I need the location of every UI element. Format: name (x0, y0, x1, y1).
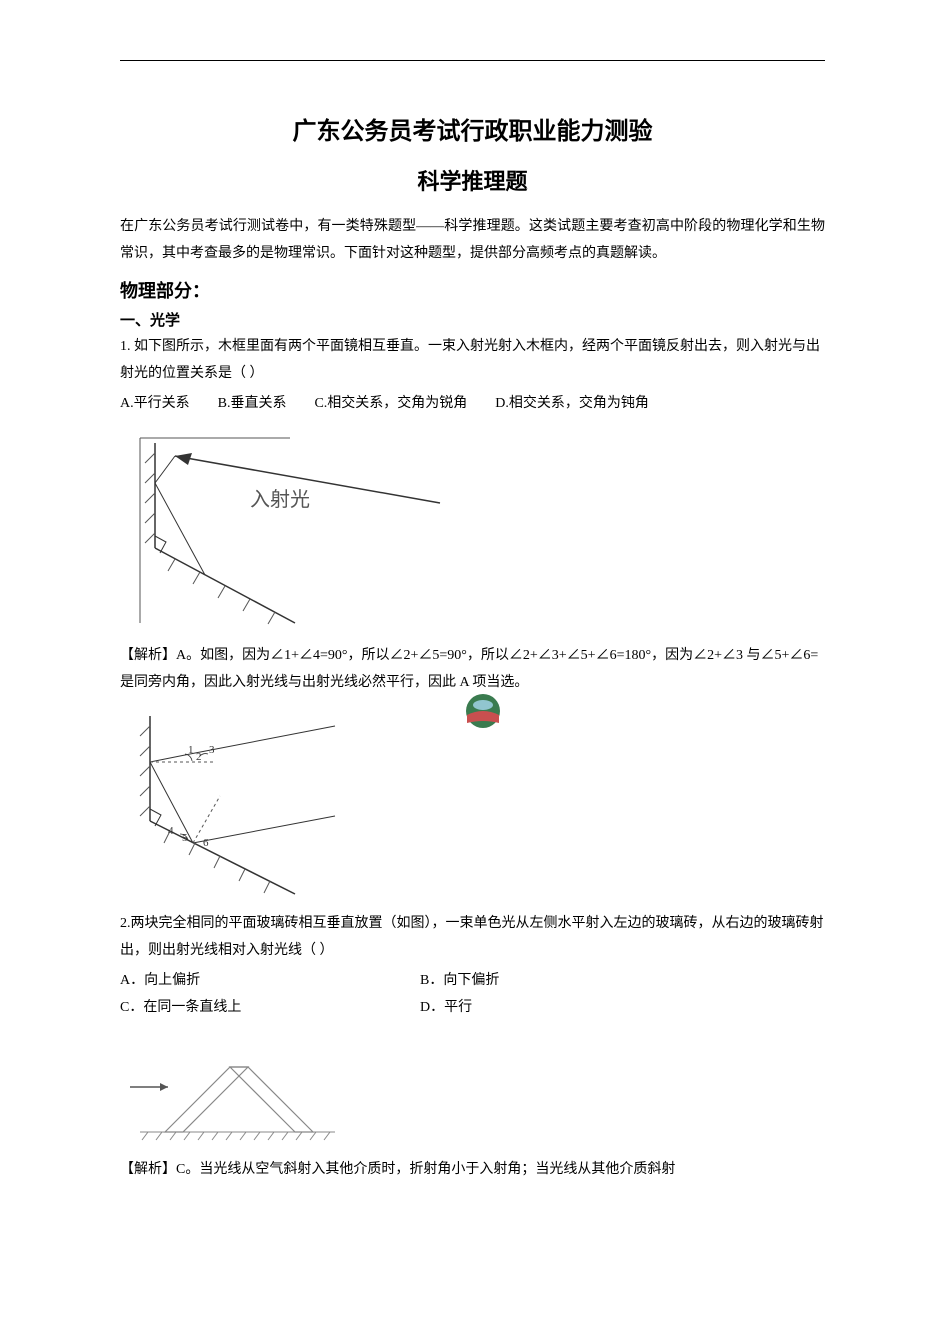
svg-text:3: 3 (209, 744, 215, 756)
q2-figure (120, 1032, 825, 1147)
q2-optA: A．向上偏折 (120, 968, 420, 995)
q2-options-row2: C．在同一条直线上 D．平行 (120, 995, 825, 1022)
svg-text:2: 2 (196, 751, 202, 763)
svg-text:6: 6 (203, 837, 209, 849)
q2-optB: B．向下偏折 (420, 968, 499, 995)
title-sub: 科学推理题 (120, 164, 825, 196)
q1-figure2: 1 2 3 4 5 6 (120, 706, 825, 901)
q2-optC: C．在同一条直线上 (120, 995, 420, 1022)
q1-options: A.平行关系 B.垂直关系 C.相交关系，交角为锐角 D.相交关系，交角为钝角 (120, 391, 825, 418)
subsection-optics: 一、光学 (120, 309, 825, 330)
title-main: 广东公务员考试行政职业能力测验 (120, 111, 825, 146)
q2-optD: D．平行 (420, 995, 472, 1022)
section-physics: 物理部分： (120, 277, 825, 303)
fig1-label: 入射光 (250, 488, 310, 511)
intro-paragraph: 在广东公务员考试行测试卷中，有一类特殊题型——科学推理题。这类试题主要考查初高中… (120, 214, 825, 267)
q1-text: 1. 如下图所示，木框里面有两个平面镜相互垂直。一束入射光射入木框内，经两个平面… (120, 334, 825, 387)
q1-figure1: 入射光 (120, 428, 825, 633)
q2-options-row1: A．向上偏折 B．向下偏折 (120, 968, 825, 995)
q2-text: 2.两块完全相同的平面玻璃砖相互垂直放置（如图），一束单色光从左侧水平射入左边的… (120, 911, 825, 964)
q1-answer: 【解析】A。如图，因为∠1+∠4=90°，所以∠2+∠5=90°，所以∠2+∠3… (120, 643, 825, 696)
watermark-logo (465, 693, 501, 729)
top-rule (120, 60, 825, 61)
q2-answer: 【解析】C。当光线从空气斜射入其他介质时，折射角小于入射角；当光线从其他介质斜射 (120, 1157, 825, 1184)
svg-text:1: 1 (188, 744, 194, 756)
svg-text:4: 4 (168, 825, 174, 837)
